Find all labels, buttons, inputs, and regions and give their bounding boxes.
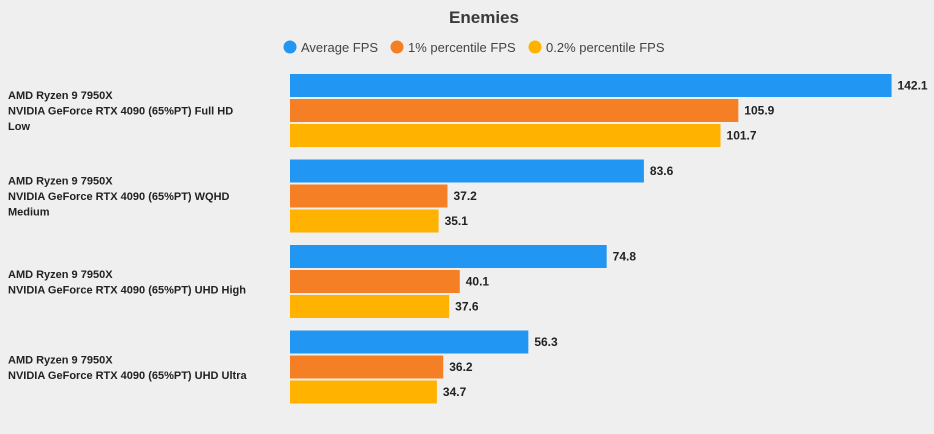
data-label: 101.7 <box>727 129 757 143</box>
legend-item: 0.2% percentile FPS <box>528 40 665 55</box>
bar <box>290 295 450 318</box>
legend-label: 1% percentile FPS <box>408 40 516 55</box>
bar <box>290 245 607 268</box>
bar <box>290 355 444 379</box>
category-label: NVIDIA GeForce RTX 4090 (65%PT) WQHD <box>8 191 230 203</box>
data-label: 37.2 <box>453 189 477 203</box>
legend-swatch <box>390 40 404 54</box>
bar <box>290 159 644 183</box>
data-label: 105.9 <box>744 104 774 118</box>
category-label: Low <box>8 121 30 133</box>
data-label: 36.2 <box>449 360 473 374</box>
bar <box>290 330 529 354</box>
data-label: 142.1 <box>898 79 928 93</box>
chart-title: Enemies <box>449 8 519 27</box>
data-label: 34.7 <box>443 385 467 399</box>
category-label: AMD Ryzen 9 7950X <box>8 354 113 366</box>
category-labels: AMD Ryzen 9 7950X NVIDIA GeForce RTX 4090… <box>8 90 247 382</box>
bar <box>290 99 739 122</box>
bar <box>290 184 448 208</box>
data-label: 56.3 <box>534 335 558 349</box>
bars: 142.1 105.9 101.7 83.6 37.2 35.1 74.8 40.1 37.6 5… <box>290 74 928 404</box>
bar <box>290 124 721 147</box>
legend-item: 1% percentile FPS <box>390 40 516 55</box>
data-label: 37.6 <box>455 300 479 314</box>
legend: Average FPS 1% percentile FPS 0.2% percent… <box>283 40 665 55</box>
category-label: NVIDIA GeForce RTX 4090 (65%PT) UHD High <box>8 284 246 296</box>
bar <box>290 380 437 404</box>
data-label: 40.1 <box>466 275 490 289</box>
category-label: NVIDIA GeForce RTX 4090 (65%PT) Full HD <box>8 106 233 118</box>
category-label: Medium <box>8 207 50 219</box>
legend-item: Average FPS <box>283 40 378 55</box>
category-label: AMD Ryzen 9 7950X <box>8 90 113 102</box>
bar <box>290 209 439 233</box>
category-label: NVIDIA GeForce RTX 4090 (65%PT) UHD Ultr… <box>8 370 247 382</box>
legend-swatch <box>528 40 542 54</box>
legend-label: 0.2% percentile FPS <box>546 40 665 55</box>
bar <box>290 270 460 293</box>
bar <box>290 74 892 97</box>
data-label: 74.8 <box>613 250 637 264</box>
category-label: AMD Ryzen 9 7950X <box>8 176 113 188</box>
legend-swatch <box>283 40 297 54</box>
data-label: 35.1 <box>445 214 469 228</box>
data-label: 83.6 <box>650 164 674 178</box>
category-label: AMD Ryzen 9 7950X <box>8 269 113 281</box>
legend-label: Average FPS <box>301 40 378 55</box>
